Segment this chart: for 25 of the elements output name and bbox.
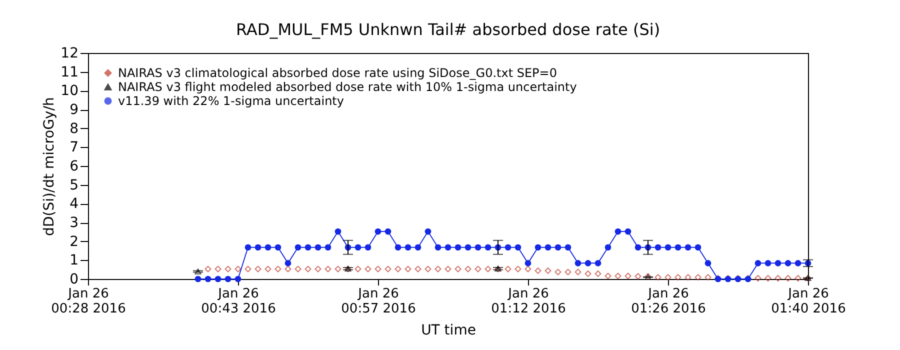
y-tick-label: 9 <box>70 102 78 118</box>
y-tick-label: 3 <box>70 215 78 231</box>
y-tick-label: 7 <box>70 140 78 156</box>
x-tick-label: Jan 26 01:12 2016 <box>491 286 566 316</box>
y-axis-title: dD(Si)/dt microGy/h <box>42 97 58 236</box>
x-tick-label: Jan 26 00:57 2016 <box>341 286 416 316</box>
y-tick-label: 6 <box>70 158 79 174</box>
y-tick-label: 12 <box>60 46 78 62</box>
y-tick-label: 2 <box>70 234 78 250</box>
x-tick-label: Jan 26 01:40 2016 <box>771 286 846 316</box>
y-tick-label: 4 <box>70 196 79 212</box>
y-tick-label: 1 <box>70 252 78 269</box>
x-axis-title: UT time <box>421 322 476 338</box>
y-tick-label: 0 <box>70 272 78 288</box>
y-tick-label: 10 <box>60 83 78 100</box>
chart-title: RAD_MUL_FM5 Unknwn Tail# absorbed dose rate (Si) <box>236 20 660 39</box>
y-tick-label: 5 <box>70 177 78 194</box>
y-tick-label: 11 <box>60 64 78 80</box>
x-tick-label: Jan 26 00:28 2016 <box>51 286 126 316</box>
x-tick-label: Jan 26 00:43 2016 <box>201 286 276 316</box>
x-tick-label: Jan 26 01:26 2016 <box>631 286 706 316</box>
legend-label: NAIRAS v3 flight modeled absorbed dose rate with 10% 1-sigma uncertainty <box>118 80 577 94</box>
legend-label: NAIRAS v3 climatological absorbed dose rate using SiDose_G0.txt SEP=0 <box>118 66 557 80</box>
y-tick-label: 8 <box>70 120 78 137</box>
legend-label: v11.39 with 22% 1-sigma uncertainty <box>118 94 344 108</box>
